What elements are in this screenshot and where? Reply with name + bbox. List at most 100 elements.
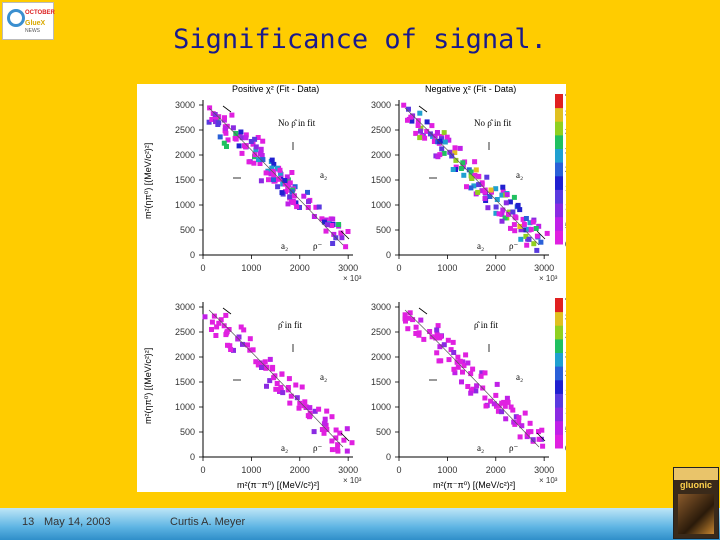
heat-cell (431, 139, 437, 144)
heat-cell (252, 152, 258, 158)
heat-cell (455, 354, 461, 360)
y-tick-label: 1500 (371, 377, 391, 387)
colorbar-segment (555, 352, 563, 367)
panel-a2-label: a₂ (477, 241, 484, 251)
heat-cell (273, 386, 279, 392)
heat-cell (517, 224, 523, 229)
heat-cell (297, 400, 303, 406)
heat-cell (501, 399, 507, 405)
heat-cell (214, 324, 220, 330)
x-tick-label: 2000 (290, 263, 310, 273)
heat-cell (407, 310, 413, 316)
heat-cell (257, 161, 263, 166)
heat-cell (478, 373, 484, 379)
heat-cell (504, 192, 510, 198)
heat-cell (446, 357, 452, 363)
heat-cell (333, 435, 339, 441)
heat-cell (213, 114, 219, 120)
heat-cell (476, 182, 482, 188)
heat-cell (479, 370, 485, 376)
colorbar-tick-label: 0 (565, 444, 566, 453)
heat-cell (499, 211, 505, 217)
heat-cell (263, 365, 269, 371)
colorbar-segment (555, 148, 563, 163)
heat-cell (307, 405, 313, 411)
heat-cell (289, 170, 295, 175)
heat-cell (275, 176, 281, 182)
heat-cell (455, 364, 461, 370)
heat-cell (333, 427, 339, 433)
y-tick-label: 2500 (175, 327, 195, 337)
heat-cell (251, 160, 257, 166)
heat-cell (217, 134, 223, 140)
panel-side-a2-label: a₂ (320, 170, 327, 180)
colorbar-tick-label: 10 (565, 407, 566, 416)
colorbar-segment (555, 107, 563, 122)
y-tick-label: 2000 (175, 150, 195, 160)
heat-cell (523, 233, 529, 239)
heat-cell (321, 421, 327, 427)
heat-cell (511, 222, 517, 228)
heat-cell (246, 159, 252, 165)
kinematic-boundary (208, 309, 344, 448)
heat-cell (233, 131, 239, 136)
heat-cell (518, 227, 524, 233)
heat-cell (468, 387, 474, 393)
heat-cell (435, 130, 440, 135)
heat-cell (508, 225, 513, 231)
heat-cell (291, 200, 297, 205)
heat-cell (221, 140, 227, 146)
heat-cell (325, 222, 330, 228)
heat-cell (222, 115, 227, 121)
heat-cell (417, 135, 423, 141)
x-multiplier: × 10³ (539, 274, 558, 283)
heat-cell (451, 350, 457, 355)
heat-cell (250, 141, 256, 147)
heat-cell (526, 236, 532, 242)
heat-cell (255, 362, 261, 368)
heat-cell (267, 378, 273, 384)
heat-cell (274, 165, 280, 171)
heat-cell (329, 223, 335, 228)
colorbar-tick-label: 25 (565, 146, 566, 155)
panel-rho-label: ρ⁻ (313, 241, 322, 251)
y-tick-label: 0 (386, 250, 391, 260)
heat-cell (517, 207, 523, 213)
heat-cell (468, 390, 474, 396)
heat-cell (207, 105, 213, 111)
heat-cell (510, 209, 516, 215)
heat-cell (493, 204, 499, 210)
heat-cell (345, 229, 351, 234)
heat-cell (530, 219, 536, 225)
heat-cell (413, 331, 419, 336)
y-tick-label: 3000 (175, 302, 195, 312)
heat-cell (444, 134, 450, 140)
heat-cell (306, 199, 311, 205)
heat-cell (331, 231, 337, 237)
heat-cell (402, 312, 408, 318)
heat-cell (260, 138, 266, 144)
heat-cell (512, 228, 518, 234)
panel-fit-label: ρ̂ in fit (278, 320, 302, 330)
heat-cell (329, 414, 335, 420)
heat-cell (460, 369, 465, 375)
heat-cell (324, 427, 330, 432)
colorbar-segment (555, 325, 563, 340)
heat-cell (461, 363, 467, 369)
heat-cell (349, 440, 355, 446)
x-multiplier: × 10³ (343, 274, 362, 283)
colorbar-segment (555, 407, 563, 422)
heat-cell (238, 324, 244, 330)
heat-cell (505, 211, 511, 217)
heat-cell (406, 106, 411, 112)
kinematic-boundary (404, 309, 540, 448)
heat-cell (513, 215, 519, 221)
heat-cell (437, 138, 443, 144)
heat-cell (319, 216, 325, 222)
heat-cell (225, 137, 231, 143)
x-tick-label: 0 (396, 465, 401, 475)
colorbar-tick-label: 0 (565, 240, 566, 249)
heat-cell (499, 409, 505, 415)
colorbar-segment (555, 230, 563, 245)
heat-cell (344, 448, 350, 454)
